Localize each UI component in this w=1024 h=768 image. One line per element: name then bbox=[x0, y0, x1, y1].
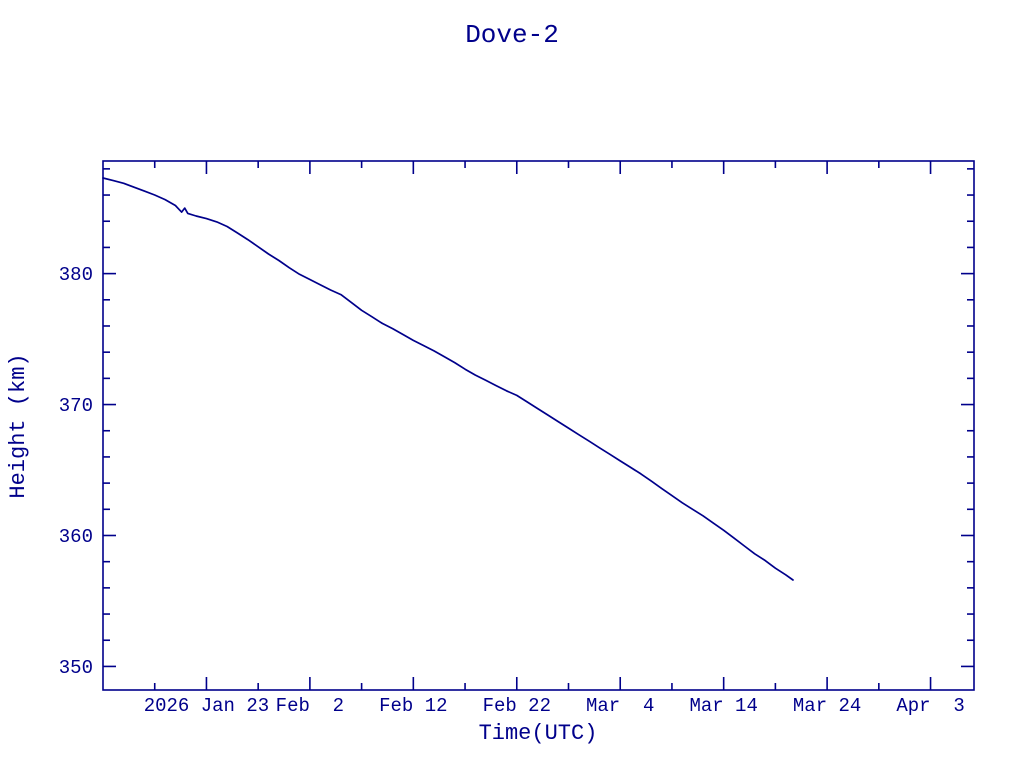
y-tick-label: 350 bbox=[59, 657, 93, 679]
x-tick-label: Feb 12 bbox=[379, 695, 447, 717]
axis-tick-labels: 2026 Jan 23 Feb 2 Feb 12 Feb 22 Mar 4 Mar 14 M… bbox=[59, 264, 965, 717]
orbit-decay-line bbox=[102, 177, 794, 581]
plot-box bbox=[102, 160, 975, 691]
x-tick-label: Mar 24 bbox=[793, 695, 861, 717]
axis-ticks bbox=[103, 161, 974, 690]
x-tick-label: Mar 4 bbox=[586, 695, 654, 717]
y-axis-label: Height (km) bbox=[6, 353, 31, 498]
x-tick-label: Feb 22 bbox=[483, 695, 551, 717]
x-tick-label: 2026 Jan 23 bbox=[144, 695, 269, 717]
chart-title: Dove-2 bbox=[465, 20, 559, 50]
y-tick-label: 380 bbox=[59, 264, 93, 286]
x-tick-label: Mar 14 bbox=[689, 695, 757, 717]
x-tick-label: Feb 2 bbox=[276, 695, 344, 717]
y-tick-label: 370 bbox=[59, 395, 93, 417]
x-axis-label: Time(UTC) bbox=[479, 721, 598, 746]
x-tick-label: Apr 3 bbox=[896, 695, 964, 717]
y-tick-label: 360 bbox=[59, 526, 93, 548]
